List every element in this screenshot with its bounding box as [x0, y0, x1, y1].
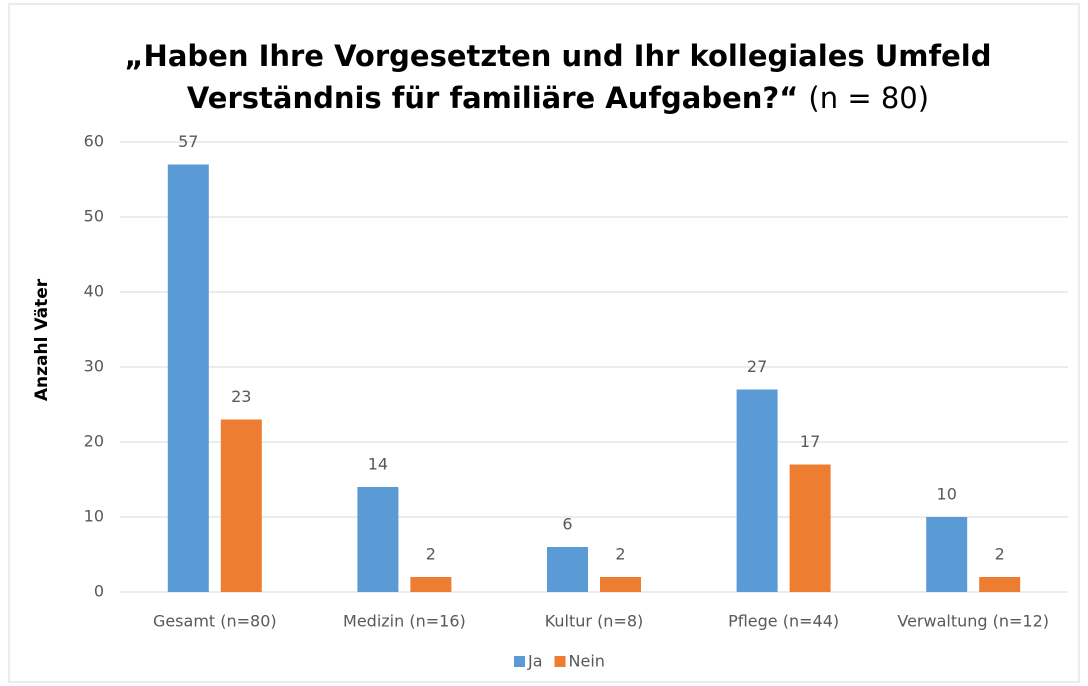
y-tick-label: 10: [84, 507, 104, 526]
y-tick-label: 20: [84, 432, 104, 451]
bar: [167, 164, 209, 592]
bar: [220, 419, 262, 592]
x-tick-label: Pflege (n=44): [728, 612, 839, 631]
data-label: 27: [747, 357, 767, 376]
legend-swatch: [554, 656, 566, 667]
bar: [410, 577, 452, 592]
legend-label: Nein: [569, 652, 605, 671]
y-axis-label: Anzahl Väter: [32, 278, 52, 401]
data-label: 6: [562, 515, 572, 534]
data-label: 2: [615, 545, 625, 564]
bar: [736, 389, 778, 592]
data-label: 2: [426, 545, 436, 564]
data-label: 10: [937, 485, 957, 504]
bar: [547, 547, 588, 592]
bar: [600, 577, 641, 592]
x-tick-label: Gesamt (n=80): [153, 612, 277, 631]
bar: [979, 577, 1021, 592]
bar: [789, 464, 831, 592]
data-label: 23: [231, 387, 251, 406]
y-tick-label: 30: [84, 357, 104, 376]
y-tick-label: 50: [84, 207, 104, 226]
x-tick-label: Medizin (n=16): [343, 612, 466, 631]
bar: [926, 517, 968, 592]
chart-title: „Haben Ihre Vorgesetzten und Ihr kollegi…: [125, 39, 992, 73]
legend-swatch: [514, 656, 525, 667]
y-tick-label: 60: [84, 132, 104, 151]
x-tick-label: Kultur (n=8): [545, 612, 644, 631]
y-tick-label: 40: [84, 282, 104, 301]
legend-label: Ja: [527, 652, 543, 671]
data-label: 17: [800, 432, 820, 451]
y-tick-label: 0: [94, 582, 104, 601]
chart-title: Verständnis für familiäre Aufgaben?“: [187, 81, 798, 115]
data-label: 2: [995, 545, 1005, 564]
chart-title-note: (n = 80): [808, 81, 929, 115]
chart-title: Verständnis für familiäre Aufgaben?“ (n …: [187, 81, 929, 115]
bar: [357, 487, 399, 592]
x-tick-label: Verwaltung (n=12): [897, 612, 1049, 631]
data-label: 14: [368, 455, 388, 474]
data-label: 57: [178, 132, 198, 151]
